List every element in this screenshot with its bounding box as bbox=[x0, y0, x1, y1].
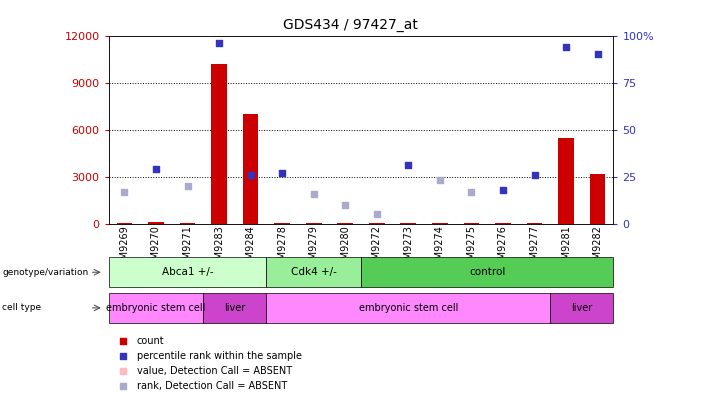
Bar bbox=[274, 223, 290, 224]
Bar bbox=[211, 64, 227, 224]
Point bbox=[182, 183, 193, 189]
Bar bbox=[116, 223, 132, 224]
Bar bbox=[148, 222, 164, 224]
Text: rank, Detection Call = ABSENT: rank, Detection Call = ABSENT bbox=[137, 381, 287, 392]
Point bbox=[277, 170, 288, 176]
Point bbox=[308, 190, 320, 197]
Point bbox=[117, 368, 128, 375]
Text: cell type: cell type bbox=[2, 303, 41, 312]
Text: count: count bbox=[137, 336, 164, 346]
Point bbox=[117, 383, 128, 390]
Bar bbox=[432, 223, 448, 224]
Text: genotype/variation: genotype/variation bbox=[2, 268, 88, 277]
Point bbox=[245, 171, 257, 178]
Point bbox=[435, 177, 446, 184]
Text: value, Detection Call = ABSENT: value, Detection Call = ABSENT bbox=[137, 366, 292, 377]
Text: embryonic stem cell: embryonic stem cell bbox=[359, 303, 458, 313]
Text: control: control bbox=[469, 267, 505, 277]
Text: GDS434 / 97427_at: GDS434 / 97427_at bbox=[283, 18, 418, 32]
Bar bbox=[495, 223, 511, 224]
Bar bbox=[526, 223, 543, 224]
Bar bbox=[369, 223, 385, 224]
Bar bbox=[337, 223, 353, 224]
Point bbox=[372, 211, 383, 217]
Point bbox=[117, 353, 128, 360]
Point bbox=[498, 187, 509, 193]
Point bbox=[529, 171, 540, 178]
Point bbox=[592, 51, 604, 57]
Point bbox=[561, 44, 572, 50]
Point bbox=[466, 188, 477, 195]
Point bbox=[214, 40, 225, 46]
Bar bbox=[400, 223, 416, 224]
Bar bbox=[463, 223, 479, 224]
Bar bbox=[179, 223, 196, 224]
Point bbox=[340, 202, 351, 208]
Point bbox=[119, 188, 130, 195]
Text: percentile rank within the sample: percentile rank within the sample bbox=[137, 351, 301, 362]
Bar bbox=[243, 114, 259, 224]
Text: embryonic stem cell: embryonic stem cell bbox=[107, 303, 205, 313]
Point bbox=[117, 338, 128, 345]
Text: liver: liver bbox=[571, 303, 592, 313]
Bar bbox=[306, 223, 322, 224]
Point bbox=[151, 166, 162, 172]
Text: Abca1 +/-: Abca1 +/- bbox=[162, 267, 213, 277]
Bar bbox=[590, 173, 606, 224]
Text: Cdk4 +/-: Cdk4 +/- bbox=[291, 267, 336, 277]
Text: liver: liver bbox=[224, 303, 245, 313]
Point bbox=[403, 162, 414, 169]
Bar bbox=[558, 137, 574, 224]
